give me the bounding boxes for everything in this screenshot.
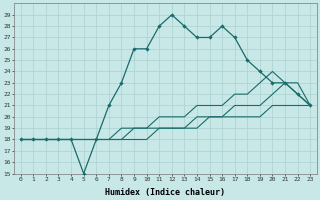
X-axis label: Humidex (Indice chaleur): Humidex (Indice chaleur) — [106, 188, 226, 197]
